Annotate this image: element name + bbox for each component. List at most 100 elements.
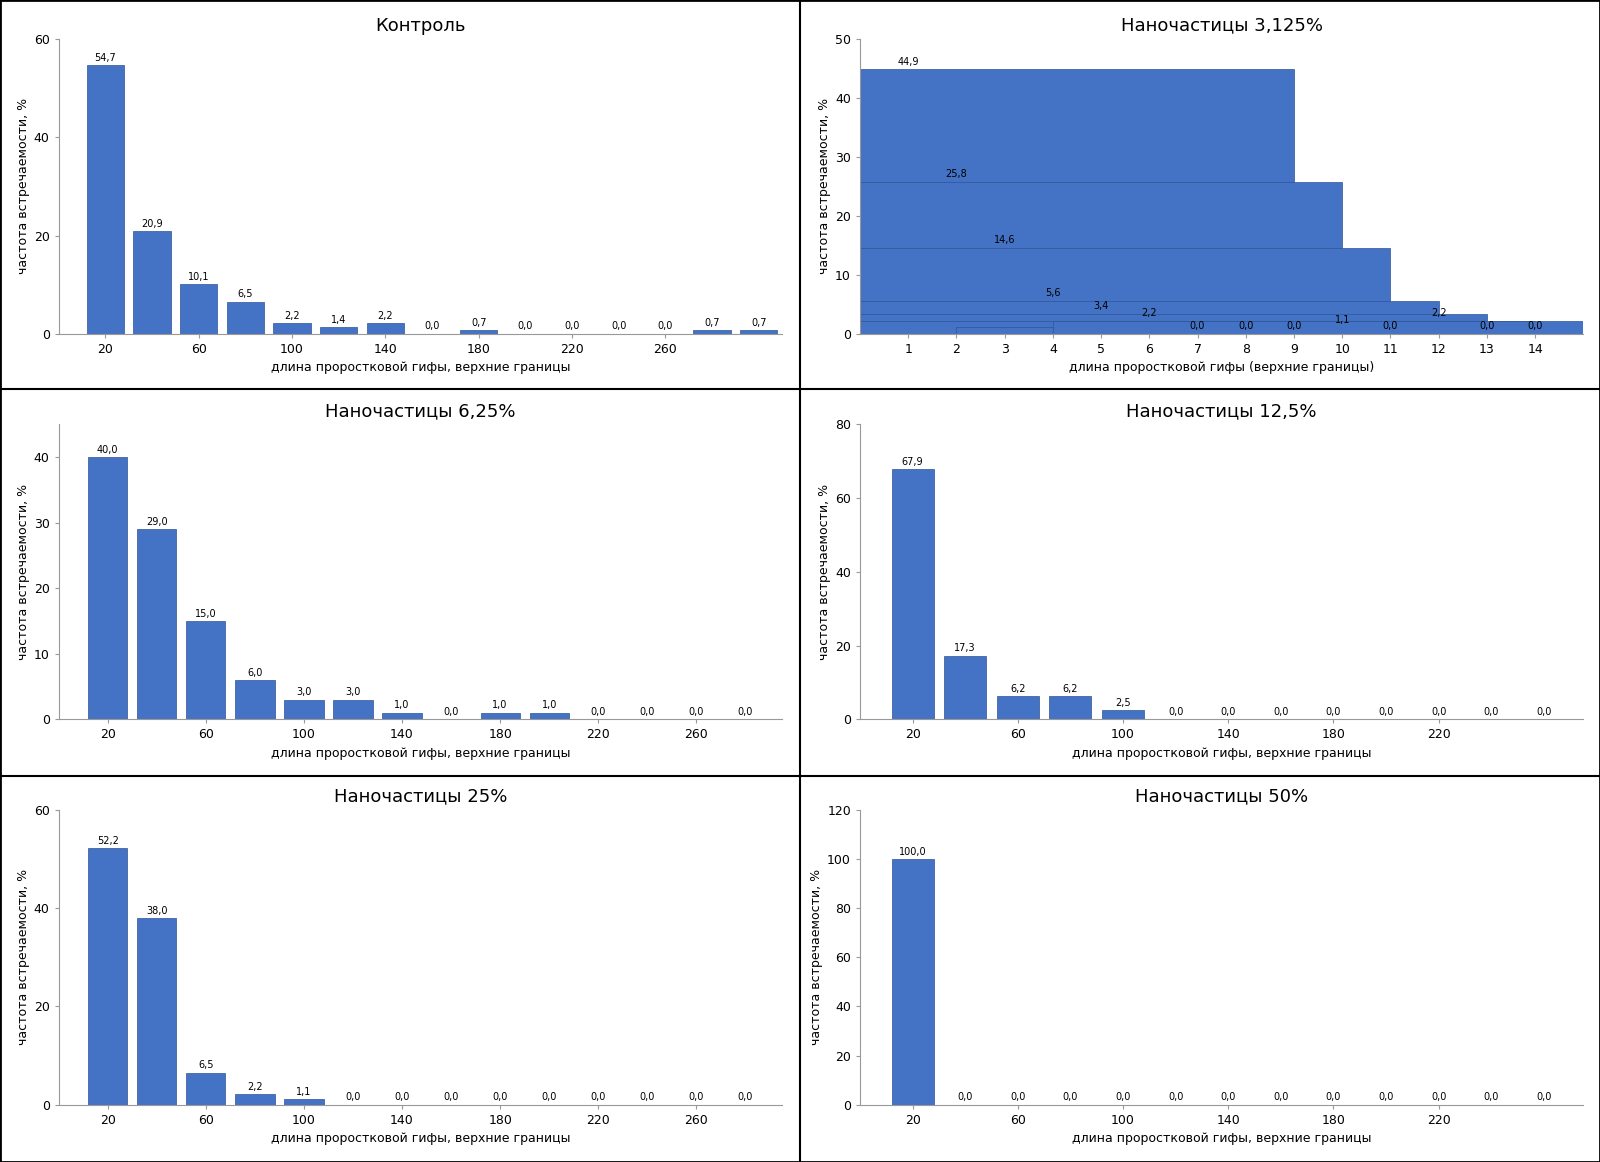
Bar (530, 712, 568, 719)
Text: 10,1: 10,1 (187, 272, 210, 282)
Bar (274, 323, 310, 333)
Text: 0,0: 0,0 (1286, 322, 1302, 331)
Y-axis label: частота встречаемости, %: частота встречаемости, % (16, 869, 30, 1046)
Text: 100,0: 100,0 (899, 847, 926, 856)
Y-axis label: частота встречаемости, %: частота встречаемости, % (818, 483, 830, 660)
Title: Контроль: Контроль (374, 16, 466, 35)
Bar (667, 301, 1438, 333)
Bar (138, 530, 176, 719)
Text: 0,0: 0,0 (1326, 706, 1341, 717)
Bar (1050, 696, 1091, 719)
Bar (86, 65, 125, 333)
Text: 3,4: 3,4 (1093, 301, 1109, 311)
Text: 25,8: 25,8 (946, 170, 968, 179)
Text: 0,0: 0,0 (443, 1092, 459, 1103)
X-axis label: длина проростковой гифы (верхние границы): длина проростковой гифы (верхние границы… (1069, 361, 1374, 374)
Bar (138, 918, 176, 1105)
Text: 0,0: 0,0 (518, 322, 533, 331)
Text: 2,5: 2,5 (1115, 697, 1131, 708)
Text: 0,0: 0,0 (1238, 322, 1253, 331)
X-axis label: длина проростковой гифы, верхние границы: длина проростковой гифы, верхние границы (270, 361, 570, 374)
Y-axis label: частота встречаемости, %: частота встречаемости, % (16, 99, 30, 274)
Text: 40,0: 40,0 (98, 445, 118, 454)
Text: 0,0: 0,0 (1430, 706, 1446, 717)
Bar (366, 323, 405, 333)
Text: 0,0: 0,0 (1536, 1092, 1552, 1103)
Text: 1,1: 1,1 (1334, 315, 1350, 325)
Bar (891, 469, 934, 719)
Text: 0,0: 0,0 (1382, 322, 1398, 331)
Text: 0,0: 0,0 (394, 1092, 410, 1103)
Text: 0,0: 0,0 (1274, 706, 1288, 717)
Bar (88, 848, 128, 1105)
Title: Наночастицы 6,25%: Наночастицы 6,25% (325, 402, 515, 421)
Text: 0,0: 0,0 (565, 322, 579, 331)
Bar (285, 1099, 323, 1105)
X-axis label: длина проростковой гифы, верхние границы: длина проростковой гифы, верхние границы (270, 747, 570, 760)
Text: 0,0: 0,0 (1168, 1092, 1184, 1103)
Text: 0,0: 0,0 (611, 322, 627, 331)
Bar (382, 712, 422, 719)
Y-axis label: частота встречаемости, %: частота встречаемости, % (16, 483, 30, 660)
Text: 1,0: 1,0 (394, 701, 410, 710)
Bar (186, 1073, 226, 1105)
Text: 0,0: 0,0 (1190, 322, 1205, 331)
Bar (715, 314, 1486, 333)
Bar (285, 700, 323, 719)
Text: 0,0: 0,0 (590, 706, 606, 717)
Text: 0,0: 0,0 (346, 1092, 360, 1103)
Bar (619, 248, 1390, 333)
Text: 0,0: 0,0 (1430, 1092, 1446, 1103)
Bar (461, 330, 498, 333)
Title: Наночастицы 25%: Наночастицы 25% (334, 788, 507, 805)
Bar (571, 181, 1342, 333)
Text: 0,0: 0,0 (640, 1092, 654, 1103)
Bar (1102, 710, 1144, 719)
Text: 6,2: 6,2 (1010, 684, 1026, 694)
Text: 17,3: 17,3 (954, 643, 976, 653)
Bar (333, 700, 373, 719)
Bar (693, 330, 731, 333)
Text: 0,0: 0,0 (1378, 706, 1394, 717)
Text: 0,0: 0,0 (640, 706, 654, 717)
Bar (1053, 321, 1600, 333)
Text: 0,0: 0,0 (1221, 1092, 1235, 1103)
Text: 6,5: 6,5 (198, 1061, 214, 1070)
Text: 54,7: 54,7 (94, 52, 117, 63)
Text: 0,0: 0,0 (1478, 322, 1494, 331)
Bar (522, 69, 1294, 333)
Text: 20,9: 20,9 (141, 218, 163, 229)
Text: 0,0: 0,0 (1528, 322, 1542, 331)
Bar (133, 231, 171, 333)
Bar (88, 457, 128, 719)
Text: 0,0: 0,0 (443, 706, 459, 717)
Text: 0,0: 0,0 (688, 1092, 704, 1103)
Text: 0,0: 0,0 (590, 1092, 606, 1103)
Text: 0,0: 0,0 (1483, 1092, 1499, 1103)
Text: 1,4: 1,4 (331, 315, 347, 324)
Bar (181, 285, 218, 333)
Text: 0,0: 0,0 (1115, 1092, 1131, 1103)
Y-axis label: частота встречаемости, %: частота встречаемости, % (818, 99, 830, 274)
Text: 1,0: 1,0 (493, 701, 507, 710)
Text: 6,2: 6,2 (1062, 684, 1078, 694)
Text: 1,0: 1,0 (541, 701, 557, 710)
Bar (235, 1093, 275, 1105)
Text: 0,0: 0,0 (1062, 1092, 1078, 1103)
Bar (997, 696, 1038, 719)
Text: 0,0: 0,0 (541, 1092, 557, 1103)
Text: 2,2: 2,2 (285, 310, 299, 321)
Text: 0,7: 0,7 (470, 318, 486, 328)
Text: 2,2: 2,2 (1141, 308, 1157, 318)
Title: Наночастицы 50%: Наночастицы 50% (1134, 788, 1309, 805)
Text: 2,2: 2,2 (246, 1082, 262, 1091)
Text: 0,0: 0,0 (1010, 1092, 1026, 1103)
Text: 0,0: 0,0 (1168, 706, 1184, 717)
Title: Наночастицы 12,5%: Наночастицы 12,5% (1126, 402, 1317, 421)
Text: 0,0: 0,0 (658, 322, 674, 331)
Text: 0,0: 0,0 (1274, 1092, 1288, 1103)
Text: 14,6: 14,6 (994, 236, 1016, 245)
Bar (891, 859, 934, 1105)
Text: 2,2: 2,2 (378, 310, 394, 321)
Text: 15,0: 15,0 (195, 609, 216, 618)
